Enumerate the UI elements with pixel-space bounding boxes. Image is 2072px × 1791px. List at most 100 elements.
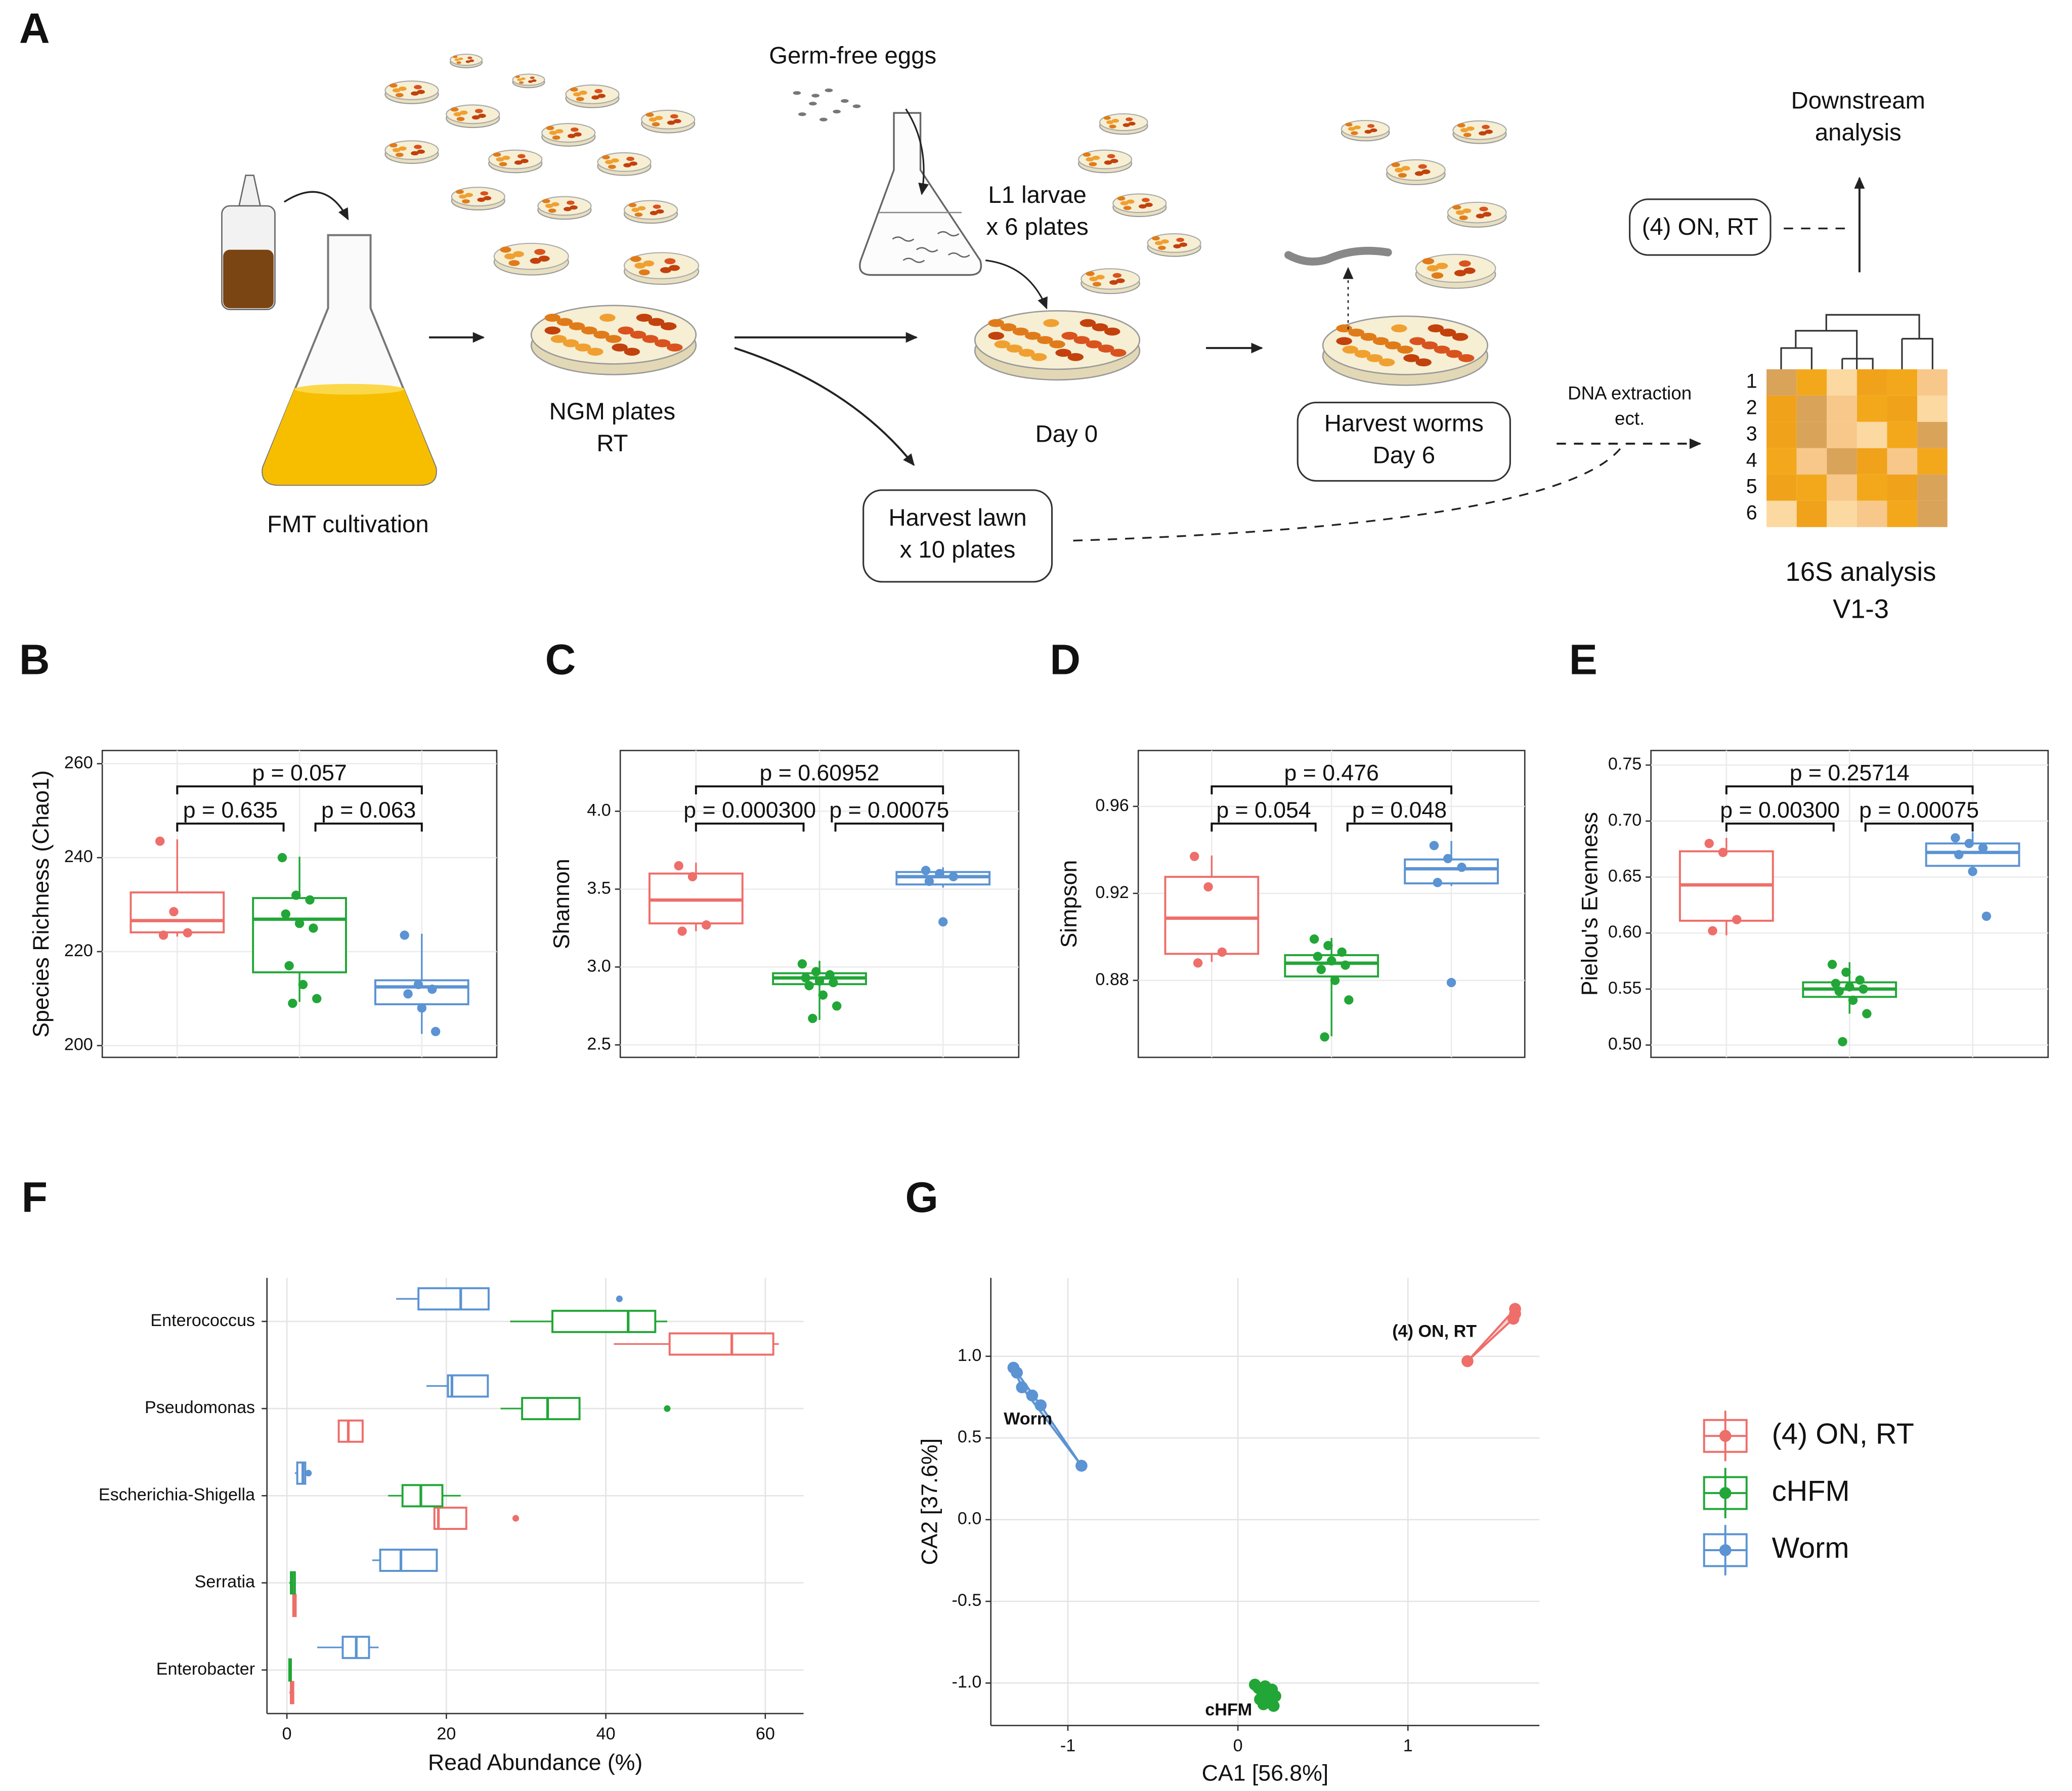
bacteria [628, 203, 637, 207]
bacteria [1107, 154, 1115, 158]
data-point [935, 869, 944, 878]
data-point [158, 930, 168, 940]
bacteria [1006, 345, 1023, 353]
data-point [1203, 882, 1213, 892]
box [1925, 842, 2020, 867]
data-point [804, 981, 814, 991]
bacteria [519, 81, 524, 84]
bacteria [450, 107, 459, 112]
y-tick-label: 0.75 [1608, 754, 1642, 774]
dendrogram [1780, 314, 1933, 369]
bacteria [1126, 199, 1135, 204]
bacteria [1455, 210, 1465, 215]
label: Harvest worms [1324, 410, 1484, 437]
p-value: p = 0.000300 [683, 798, 816, 823]
rounded-box [1297, 401, 1511, 482]
legend-key-dot [1719, 1544, 1732, 1556]
bacteria [1116, 278, 1125, 283]
panel-letter: E [1569, 635, 1598, 683]
bacteria [546, 125, 554, 131]
heatmap-cell [1857, 474, 1887, 501]
p-value: p = 0.60952 [760, 760, 880, 785]
bacteria [1128, 121, 1136, 126]
data-point [1264, 1691, 1276, 1704]
bacteria [1161, 239, 1169, 244]
bacteria [1454, 270, 1466, 277]
bacteria [496, 157, 504, 162]
legend-key-dot [1719, 1487, 1732, 1499]
bacteria [629, 161, 638, 166]
data-point [814, 976, 825, 986]
data-point [291, 890, 301, 900]
annotation: (4) ON, RT [1392, 1321, 1477, 1341]
x-tick-label: 1 [1403, 1736, 1413, 1756]
data-point [1429, 841, 1439, 850]
petri-dish [446, 104, 500, 129]
dashed-line [1073, 444, 1624, 542]
bacteria [517, 78, 522, 81]
x-tick-label: 40 [596, 1724, 616, 1743]
bacteria [1031, 353, 1047, 361]
data-point [1704, 838, 1714, 848]
bacteria [1179, 242, 1188, 247]
x-tick-label: 20 [437, 1724, 456, 1743]
bacteria [389, 143, 398, 148]
data-point [1190, 851, 1199, 861]
heatmap-row-label: 4 [1746, 449, 1757, 472]
box [447, 1374, 489, 1398]
bacteria [469, 59, 474, 62]
data-point [403, 989, 413, 999]
larva [937, 231, 960, 237]
y-axis-label: Shannon [549, 859, 574, 949]
bracket [1725, 785, 1974, 795]
legend-key-dot [1719, 1430, 1732, 1442]
bacteria [532, 79, 537, 82]
petri-dish [1077, 149, 1133, 174]
box [668, 1332, 774, 1356]
bacteria [395, 93, 404, 98]
data-point [1862, 1009, 1872, 1018]
petri-dish [384, 140, 439, 164]
heatmap-cell [1827, 448, 1857, 475]
heatmap-cell [1796, 474, 1827, 501]
bacteria [988, 319, 1004, 327]
bacteria [1452, 332, 1469, 341]
bacteria [508, 260, 520, 266]
bacteria [552, 135, 560, 140]
heatmap-cell [1766, 395, 1797, 422]
bacteria [605, 160, 613, 164]
bacteria [528, 80, 533, 83]
label: L1 larvae [988, 182, 1086, 208]
panel-letter: D [1050, 635, 1081, 683]
heatmap-cell [1857, 395, 1887, 422]
petri-dish [1081, 268, 1140, 294]
p-value: p = 0.063 [321, 798, 416, 823]
data-point [1217, 947, 1227, 957]
y-tick-label: 0.55 [1608, 978, 1642, 998]
category-label: Enterobacter [156, 1659, 255, 1679]
data-point [1330, 975, 1340, 985]
bacteria [655, 115, 663, 120]
bacteria [1123, 123, 1130, 127]
data-point [1718, 847, 1728, 858]
bacteria [462, 199, 470, 204]
data-point [829, 977, 838, 988]
bacteria [988, 331, 1004, 340]
bacteria [1109, 280, 1118, 285]
heatmap-cell [1887, 500, 1918, 527]
y-tick-label: 0.5 [958, 1427, 981, 1446]
petri-dish [1452, 120, 1507, 144]
bacteria [1466, 126, 1475, 131]
bracket [176, 822, 285, 832]
bacteria [564, 207, 572, 211]
data-point [1337, 947, 1347, 957]
bacteria [1485, 130, 1493, 134]
data-point [808, 1013, 817, 1024]
bacteria [417, 90, 425, 94]
bacteria [1138, 204, 1147, 209]
bacteria [458, 57, 463, 60]
bacteria [478, 113, 486, 118]
petri-dish [1147, 233, 1201, 257]
category-label: Pseudomonas [145, 1398, 255, 1417]
data-point [1034, 1399, 1047, 1412]
